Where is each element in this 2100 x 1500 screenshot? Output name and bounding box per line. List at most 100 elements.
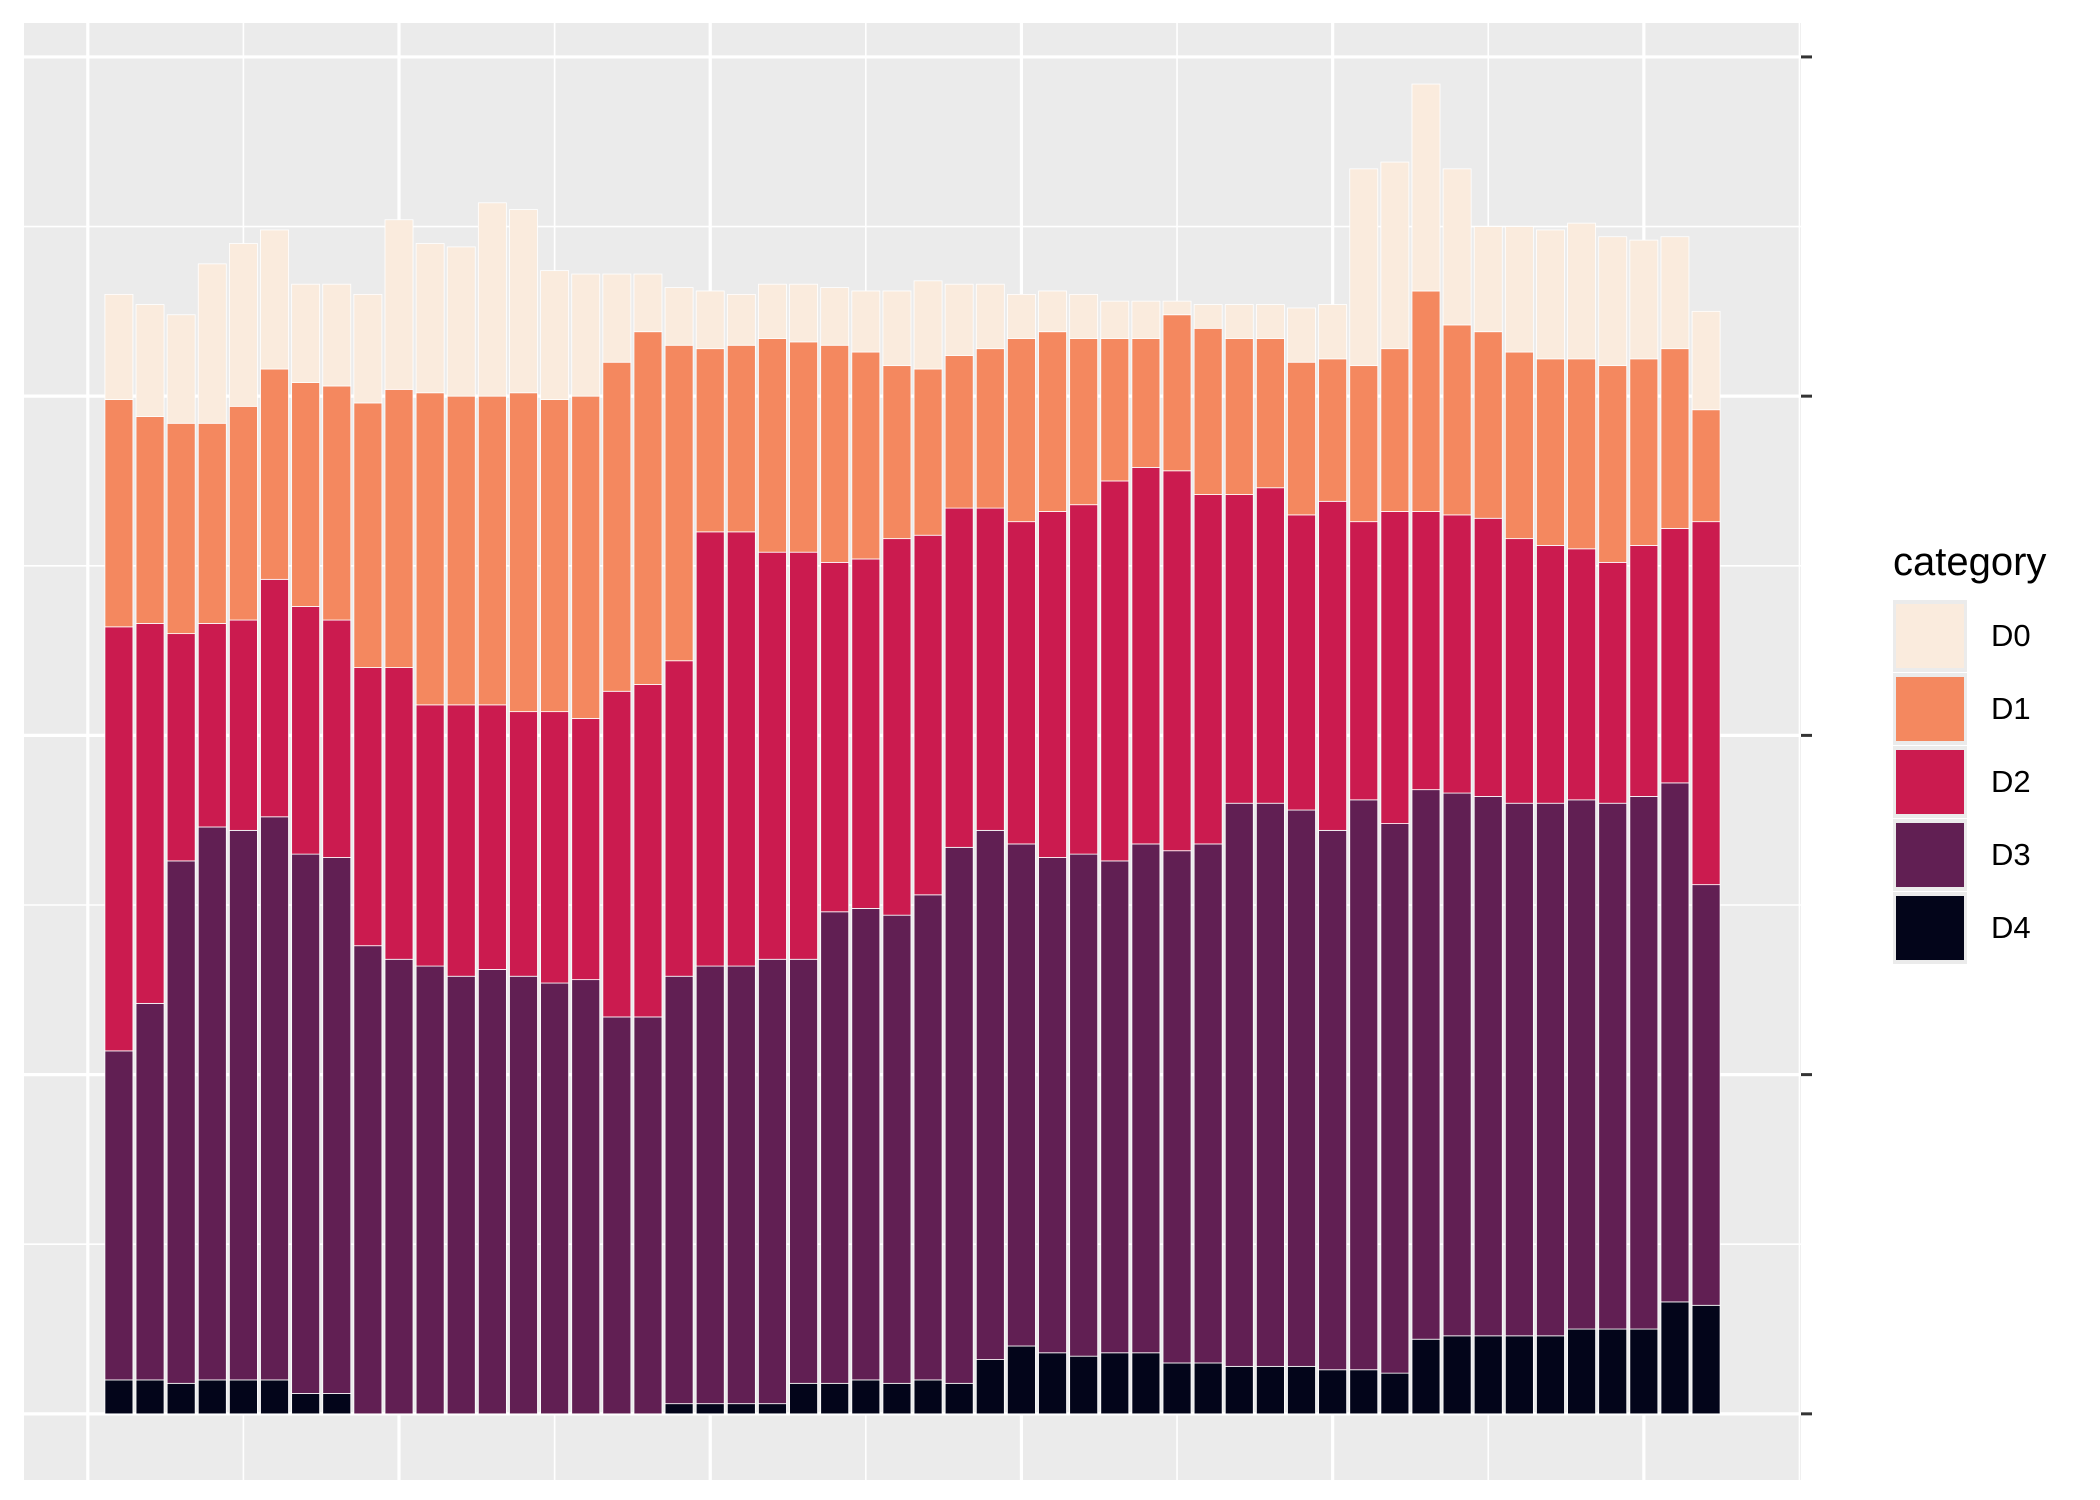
bar-segment-d3 <box>913 894 943 1381</box>
bar-segment-d3 <box>1193 843 1223 1364</box>
bar-segment-d3 <box>633 1016 663 1415</box>
bar-segment-d3 <box>1069 853 1099 1357</box>
bar-segment-d3 <box>820 911 850 1384</box>
bar-segment-d4 <box>664 1403 694 1415</box>
bar-segment-d2 <box>353 667 383 947</box>
bar-segment-d2 <box>913 534 943 896</box>
bar-segment-d3 <box>758 958 787 1405</box>
bar-segment-d3 <box>1504 802 1534 1337</box>
bar-segment-d2 <box>322 619 352 858</box>
bar-segment-d1 <box>135 416 165 624</box>
bar-segment-d0 <box>664 287 694 346</box>
bar-segment-d4 <box>1473 1335 1503 1415</box>
bar-segment-d2 <box>1131 466 1161 845</box>
bar-segment-d2 <box>664 660 694 977</box>
bar-segment-d3 <box>1380 823 1410 1374</box>
bar-segment-d2 <box>1442 514 1472 794</box>
bar-segment-d1 <box>228 405 258 621</box>
bar-segment-d0 <box>758 283 787 339</box>
bar-segment-d2 <box>944 507 974 848</box>
bar-segment-d4 <box>1318 1369 1348 1415</box>
bar-segment-d2 <box>384 667 414 960</box>
bars <box>104 83 1721 1415</box>
legend-item: D3 <box>1893 818 2046 891</box>
bar-segment-d1 <box>1411 290 1441 512</box>
bar-segment-d1 <box>260 368 289 580</box>
bar-segment-d1 <box>1193 327 1223 495</box>
bar-segment-d4 <box>1287 1365 1316 1415</box>
bar-segment-d3 <box>322 857 352 1394</box>
bar-segment-d2 <box>1660 528 1690 784</box>
bar-segment-d1 <box>882 365 912 540</box>
bar-segment-d1 <box>851 351 881 560</box>
bar-segment-d3 <box>228 829 258 1381</box>
bar-segment-d2 <box>1411 511 1441 791</box>
bar-segment-d2 <box>1536 545 1565 804</box>
bar-segment-d0 <box>197 263 227 424</box>
bar-segment-d0 <box>1131 300 1161 339</box>
bar-segment-d0 <box>975 283 1005 350</box>
bar-segment-d0 <box>415 243 445 394</box>
bar-segment-d4 <box>1224 1365 1254 1415</box>
bar-segment-d2 <box>1598 561 1628 804</box>
bar-segment-d0 <box>260 229 289 370</box>
bar-segment-d2 <box>1224 494 1254 804</box>
bar-segment-d1 <box>1567 358 1597 550</box>
bar-segment-d2 <box>540 711 570 984</box>
bar-segment-d3 <box>1162 850 1192 1364</box>
bar-segment-d2 <box>166 633 196 862</box>
bar-segment-d4 <box>1131 1352 1161 1415</box>
bar-segment-d0 <box>1255 304 1285 339</box>
bar-segment-d1 <box>1536 358 1565 546</box>
bar-segment-d4 <box>1598 1328 1628 1415</box>
legend-label: D3 <box>1991 836 2031 872</box>
bar-segment-d2 <box>104 626 134 1052</box>
bar-segment-d3 <box>789 958 818 1384</box>
legend-label: D1 <box>1991 690 2031 726</box>
bar-segment-d1 <box>1349 365 1379 523</box>
bar-segment-d2 <box>882 538 912 916</box>
bar-segment-d3 <box>1473 796 1503 1337</box>
bar-segment-d0 <box>1660 236 1690 350</box>
bar-segment-d3 <box>882 914 912 1384</box>
bar-segment-d3 <box>1255 802 1285 1367</box>
bar-segment-d4 <box>882 1382 912 1415</box>
bar-segment-d0 <box>1691 310 1721 411</box>
bar-segment-d1 <box>353 402 383 668</box>
bar-segment-d3 <box>695 965 725 1405</box>
bar-segment-d4 <box>820 1382 850 1415</box>
bar-segment-d3 <box>291 853 321 1394</box>
bar-segment-d4 <box>1100 1352 1130 1415</box>
bar-segment-d3 <box>1131 843 1161 1354</box>
bar-segment-d1 <box>509 392 538 713</box>
bar-segment-d0 <box>166 314 196 424</box>
bar-segment-d4 <box>758 1403 787 1415</box>
bar-segment-d0 <box>633 273 663 333</box>
y-axis-ticks <box>1801 55 1812 1416</box>
bar-segment-d1 <box>1473 331 1503 519</box>
bar-segment-d2 <box>477 704 507 970</box>
bar-segment-d2 <box>228 619 258 831</box>
bar-segment-d2 <box>758 551 787 960</box>
bar-segment-d3 <box>477 969 507 1415</box>
bar-segment-d2 <box>851 558 881 909</box>
bar-segment-d0 <box>104 293 134 400</box>
bar-segment-d3 <box>944 846 974 1384</box>
bar-segment-d3 <box>415 965 445 1415</box>
bar-segment-d0 <box>1536 229 1565 360</box>
bar-segment-d1 <box>1380 348 1410 512</box>
legend-key-swatch <box>1893 672 1967 745</box>
bar-segment-d2 <box>1007 521 1036 845</box>
bar-segment-d0 <box>1287 307 1316 363</box>
bar-segment-d0 <box>944 283 974 356</box>
bar-segment-d1 <box>1504 351 1534 540</box>
bar-segment-d0 <box>913 280 943 370</box>
legend-key-swatch <box>1893 599 1967 672</box>
bar-segment-d1 <box>789 341 818 553</box>
bar-segment-d2 <box>602 690 632 1018</box>
bar-segment-d0 <box>1162 300 1192 316</box>
bar-segment-d4 <box>975 1359 1005 1415</box>
bar-segment-d2 <box>1100 480 1130 862</box>
bar-segment-d2 <box>1038 511 1067 858</box>
bar-segment-d3 <box>540 982 570 1415</box>
